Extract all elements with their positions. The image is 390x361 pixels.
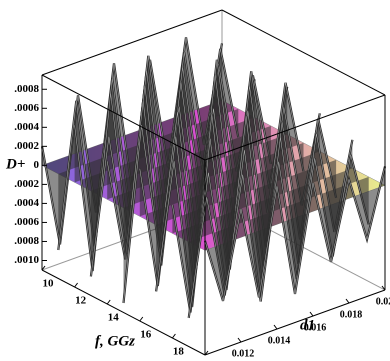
- y-tick-label: 0.016: [304, 322, 327, 333]
- x-tick-label: 18: [173, 346, 185, 358]
- y-axis-label: d1: [300, 317, 315, 333]
- x-tick: [171, 333, 176, 339]
- x-tick-label: 12: [75, 295, 87, 307]
- y-tick: [273, 324, 278, 330]
- z-tick-label: .0008: [14, 235, 39, 247]
- z-tick-label: .0006: [14, 102, 39, 114]
- y-tick: [237, 337, 242, 343]
- z-tick-label: .0004: [14, 121, 39, 133]
- z-tick-label: 0: [34, 159, 40, 171]
- surface-ribbon: [107, 71, 288, 266]
- x-tick-label: 16: [140, 329, 152, 341]
- z-tick-label: .0008: [14, 83, 39, 95]
- x-tick-label: 14: [108, 312, 120, 324]
- surface-ribbon: [139, 107, 320, 286]
- surface-ribbon: [42, 37, 222, 245]
- z-tick-label: .0004: [14, 197, 39, 209]
- box-edge: [204, 289, 386, 356]
- x-tick: [204, 350, 209, 356]
- box-edge: [204, 94, 386, 161]
- y-tick-label: 0.018: [340, 309, 363, 320]
- y-tick-label: 0.012: [232, 348, 255, 359]
- box-edge: [221, 9, 386, 96]
- x-tick: [139, 316, 144, 322]
- x-axis-label: f, GGz: [95, 333, 135, 349]
- x-tick: [41, 265, 46, 271]
- front-layer: .0008 .0006 .0004 .0002 0 .0002 .0004 .0006 .000…: [14, 9, 390, 359]
- surface-ribbon: [188, 154, 369, 318]
- x-tick: [106, 299, 111, 305]
- y-tick: [309, 311, 314, 317]
- y-tick-label: 0.014: [268, 335, 291, 346]
- z-axis-label: D+: [5, 156, 25, 172]
- y-tick: [381, 285, 386, 291]
- z-tick-label: .0002: [14, 140, 39, 152]
- x-tick-label: 10: [43, 278, 55, 290]
- box-edge: [41, 269, 206, 356]
- z-tick-label: .0006: [14, 216, 39, 228]
- z-tick-label: .0002: [14, 178, 39, 190]
- surface-layer: [40, 37, 387, 319]
- y-tick: [345, 298, 350, 304]
- z-tick-label: .0010: [14, 254, 39, 266]
- y-tick-label: 0.020: [376, 296, 390, 307]
- x-tick: [74, 282, 78, 288]
- box-edge: [41, 9, 223, 76]
- surface-ribbon: [205, 166, 385, 301]
- surface-highlight: [204, 166, 386, 302]
- box-edge: [41, 74, 206, 161]
